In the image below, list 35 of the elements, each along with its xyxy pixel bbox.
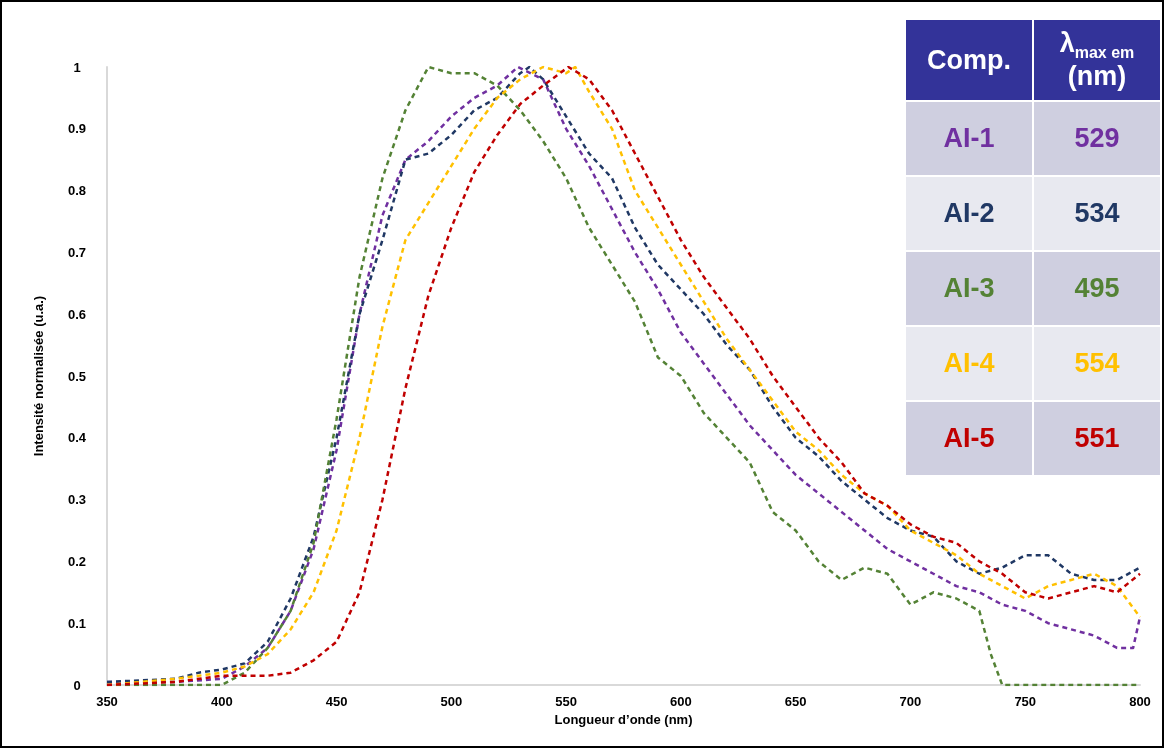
x-tick-label: 750 (1014, 694, 1037, 709)
y-tick-label: 0.8 (67, 183, 87, 199)
x-tick-label: 550 (555, 694, 577, 709)
y-tick-label: 0.1 (67, 615, 87, 631)
x-tick-label: 350 (96, 694, 118, 709)
annotation: 529 (1034, 102, 1160, 175)
text: AI-4 (943, 348, 995, 378)
x-tick-label: 800 (1129, 694, 1151, 709)
y-tick-label: 0.9 (67, 121, 87, 137)
y-tick-label: 0.7 (67, 244, 87, 260)
text: AI-2 (943, 198, 995, 228)
y-tick-label: 1 (73, 59, 81, 75)
y-tick-label: 0 (73, 677, 81, 693)
x-axis-title: Longueur d’onde (nm) (554, 711, 693, 727)
annotation: 551 (1034, 402, 1160, 475)
annotation: 554 (1034, 327, 1160, 400)
legend-title: Comp. (906, 20, 1032, 100)
y-tick-label: 0.4 (67, 430, 87, 446)
annotation: 495 (1034, 252, 1160, 325)
annotation: 534 (1034, 177, 1160, 250)
x-tick-label: 450 (325, 694, 348, 709)
x-tick-label: 700 (899, 694, 922, 709)
y-tick-label: 0.6 (67, 306, 87, 322)
text: AI-5 (943, 423, 995, 453)
y-axis-title: Intensité normalisée (u.a.) (31, 295, 46, 457)
x-tick-label: 600 (670, 694, 692, 709)
y-tick-label: 0.3 (67, 492, 87, 508)
x-tick-label: 400 (210, 694, 233, 709)
x-tick-label: 650 (784, 694, 807, 709)
x-tick-label: 500 (440, 694, 463, 709)
y-tick-label: 0.2 (67, 553, 87, 569)
text: AI-3 (943, 273, 995, 303)
text: AI-1 (943, 123, 995, 153)
y-tick-label: 0.5 (67, 368, 87, 384)
annotation: λ$_{max em}$ (nm) (1034, 20, 1160, 100)
